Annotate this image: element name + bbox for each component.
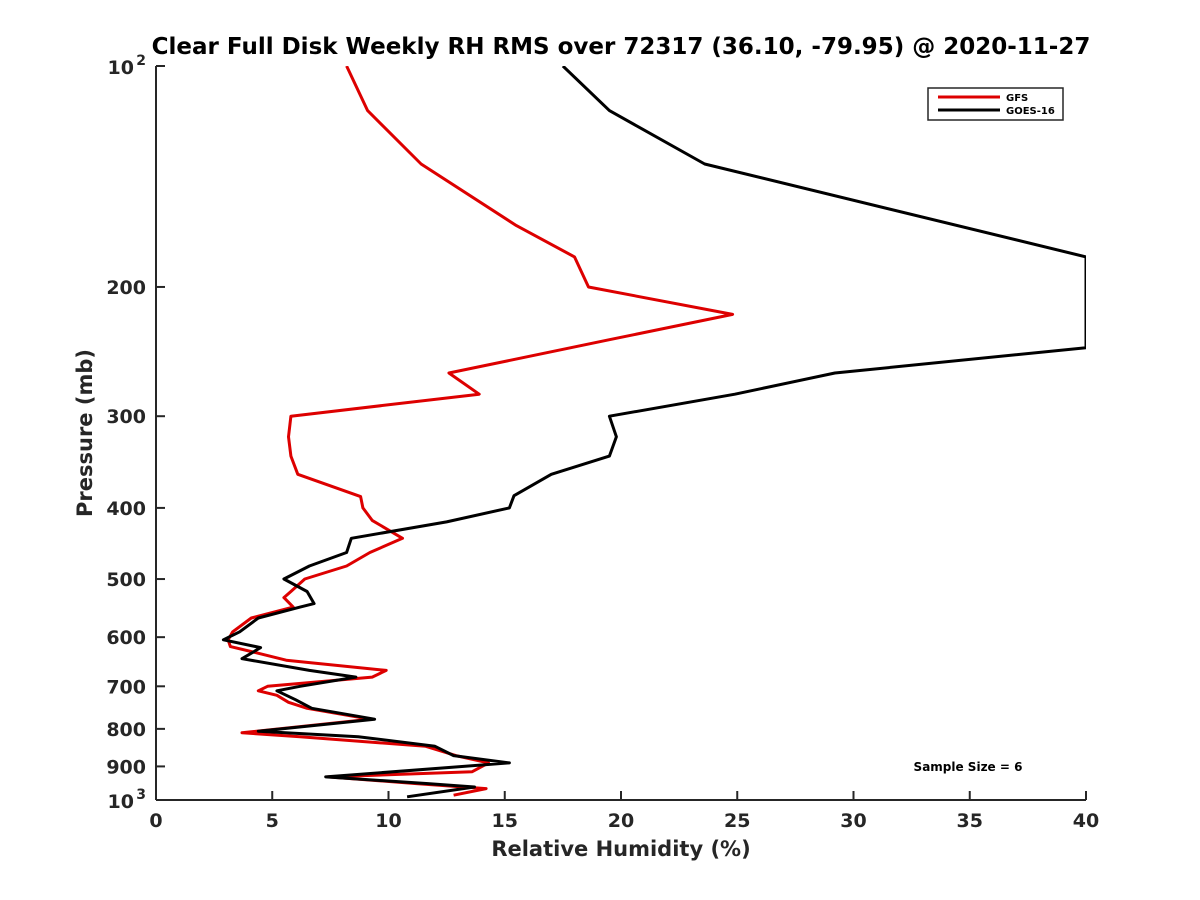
y-tick-label: 300 bbox=[106, 406, 146, 428]
legend-box bbox=[927, 87, 1064, 121]
y-tick-label: 10 bbox=[108, 57, 134, 79]
y-tick-label: 200 bbox=[106, 277, 146, 299]
x-tick-label: 35 bbox=[957, 810, 983, 832]
y-tick-label: 600 bbox=[106, 627, 146, 649]
y-tick-label: 700 bbox=[106, 676, 146, 698]
y-tick-label-exponent: 2 bbox=[136, 53, 146, 69]
x-tick-label: 0 bbox=[149, 810, 162, 832]
x-tick-label: 25 bbox=[724, 810, 750, 832]
x-tick-label: 10 bbox=[375, 810, 401, 832]
legend-label-goes-16: GOES-16 bbox=[1006, 106, 1055, 117]
y-tick-label: 900 bbox=[106, 756, 146, 778]
y-axis-label: Pressure (mb) bbox=[73, 349, 97, 517]
series-layer bbox=[221, 66, 1086, 799]
series-line-gfs bbox=[226, 66, 735, 797]
y-tick-label: 10 bbox=[108, 791, 134, 813]
series-line-goes-16 bbox=[221, 66, 1086, 799]
y-tick-label: 400 bbox=[106, 498, 146, 520]
x-axis-label: Relative Humidity (%) bbox=[491, 837, 750, 861]
x-tick-label: 40 bbox=[1073, 810, 1099, 832]
y-tick-label: 500 bbox=[106, 569, 146, 591]
sample-size-annotation: Sample Size = 6 bbox=[914, 760, 1023, 774]
x-tick-label: 30 bbox=[840, 810, 866, 832]
y-tick-label-exponent: 3 bbox=[136, 787, 146, 803]
x-tick-label: 5 bbox=[266, 810, 279, 832]
y-tick-label-power: 10 3 bbox=[108, 787, 146, 813]
chart-title: Clear Full Disk Weekly RH RMS over 72317… bbox=[152, 34, 1091, 60]
x-tick-label: 15 bbox=[492, 810, 518, 832]
y-tick-label: 800 bbox=[106, 719, 146, 741]
legend-label-gfs: GFS bbox=[1006, 93, 1028, 104]
y-tick-label-power: 10 2 bbox=[108, 53, 146, 79]
x-tick-label: 20 bbox=[608, 810, 634, 832]
legend: GFS GOES-16 bbox=[927, 87, 1064, 121]
